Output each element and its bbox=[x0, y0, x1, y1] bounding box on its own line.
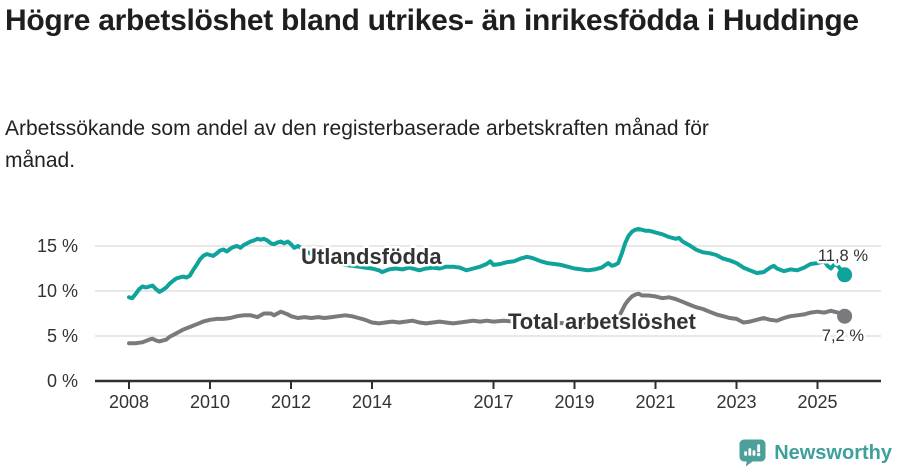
series-line-total bbox=[127, 291, 847, 346]
y-tick-label: 15 % bbox=[37, 236, 78, 256]
y-tick-label: 5 % bbox=[47, 326, 78, 346]
y-tick-label: 0 % bbox=[47, 371, 78, 391]
x-tick-label: 2017 bbox=[473, 392, 513, 412]
x-tick-label: 2008 bbox=[109, 392, 149, 412]
series-label-utlandsfodda: Utlandsfödda bbox=[301, 244, 442, 269]
series-end-dot-utlandsfodda bbox=[837, 267, 853, 283]
unemployment-line-chart: 0 % 5 % 10 % 15 % 2008 2010 2012 2014 2017 2019 20… bbox=[37, 226, 881, 412]
series-line-utlandsfodda bbox=[127, 226, 847, 301]
x-tick-label: 2019 bbox=[554, 392, 594, 412]
newsworthy-logo-icon bbox=[739, 439, 766, 467]
series-end-dot-total bbox=[837, 308, 853, 324]
newsworthy-brand-name: Newsworthy bbox=[774, 441, 892, 464]
chart-title: Högre arbetslöshet bland utrikes- än inr… bbox=[5, 4, 859, 37]
x-tick-label: 2012 bbox=[271, 392, 311, 412]
newsworthy-branding: Newsworthy bbox=[739, 438, 892, 468]
x-tick-label: 2014 bbox=[352, 392, 392, 412]
chart-subtitle: Arbetssökande som andel av den registerb… bbox=[5, 117, 709, 172]
series-end-value-total: 7,2 % bbox=[822, 327, 865, 345]
x-tick-label: 2021 bbox=[635, 392, 675, 412]
series-label-total: Total arbetslöshet bbox=[508, 309, 697, 334]
series-end-value-utlandsfodda: 11,8 % bbox=[818, 247, 868, 265]
y-tick-label: 10 % bbox=[37, 281, 78, 301]
x-tick-label: 2025 bbox=[797, 392, 837, 412]
x-tick-label: 2023 bbox=[716, 392, 756, 412]
x-tick-label: 2010 bbox=[190, 392, 230, 412]
